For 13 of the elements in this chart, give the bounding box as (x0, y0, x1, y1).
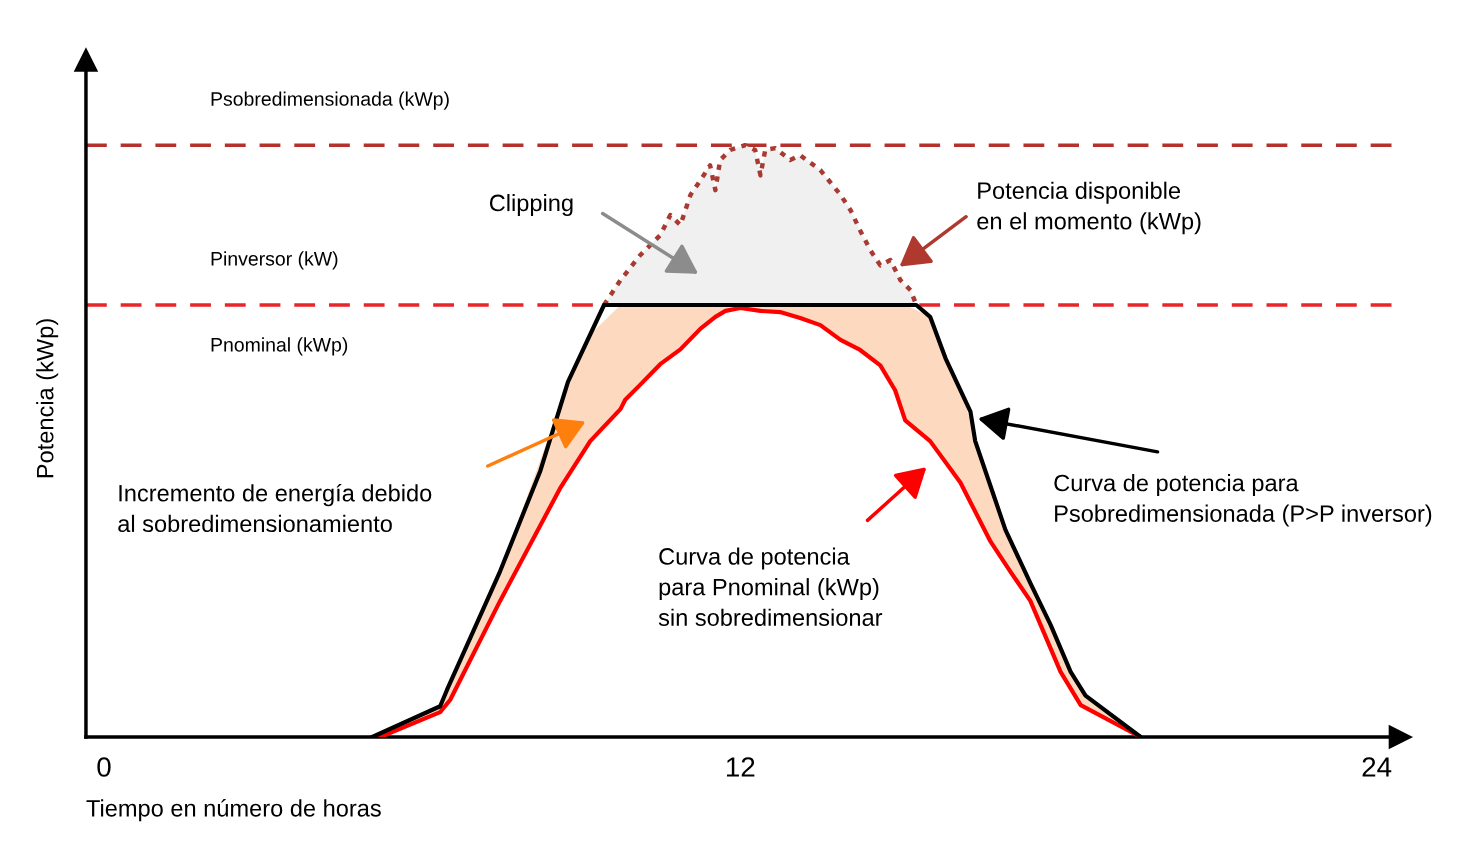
annotation: Clipping (489, 193, 573, 216)
annotation: Incremento de energía debido al sobredimensionamiento (118, 483, 432, 533)
ref-line-label: Pinversor (kW) (211, 251, 338, 270)
x-tick-label: 0 (97, 757, 111, 777)
x-axis-title: Tiempo en número de horas (86, 799, 381, 822)
x-tick-label: 12 (726, 757, 755, 777)
ref-line-label: Psobredimensionada (kWp) (211, 91, 449, 110)
annotation: Potencia disponible en el momento (kWp) (977, 181, 1201, 235)
annotation: Pnominal (kWp) (211, 337, 348, 356)
annotation: Curva de potencia para Pnominal (kWp) sin sobredimensionar (658, 547, 883, 626)
y-axis-title: Potencia (kWp) (36, 319, 59, 478)
x-tick-label: 24 (1362, 757, 1392, 777)
annotation: Curva de potencia para Psobredimensionada (P>P inversor) (1054, 474, 1432, 527)
